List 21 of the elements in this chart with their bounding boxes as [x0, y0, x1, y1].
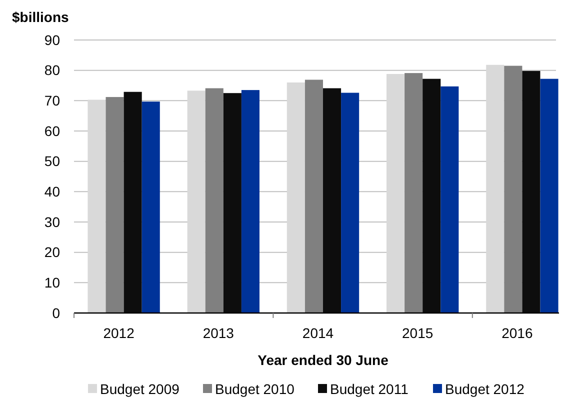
- y-tick-label: 40: [44, 184, 60, 200]
- x-tick-label: 2015: [402, 325, 434, 341]
- y-tick-label: 0: [52, 304, 60, 321]
- y-tick-label: 80: [44, 62, 60, 78]
- y-tick-label: 10: [44, 274, 60, 291]
- y-axis-title: $billions: [12, 9, 69, 25]
- x-tick-label: 2016: [502, 325, 533, 341]
- x-axis-title: Year ended 30 June: [258, 352, 389, 368]
- x-tick-label: 2013: [202, 325, 234, 341]
- y-tick-label: 60: [44, 122, 60, 139]
- y-tick-label: 30: [44, 214, 60, 230]
- y-tick-label: 90: [44, 32, 60, 48]
- legend-label: Budget 2011: [330, 381, 409, 397]
- x-tick-label: 2012: [103, 325, 135, 341]
- legend-label: Budget 2009: [100, 381, 180, 397]
- y-tick-label: 70: [44, 92, 60, 109]
- y-tick-label: 50: [44, 153, 60, 170]
- legend-label: Budget 2010: [215, 381, 295, 397]
- y-tick-label: 20: [44, 244, 60, 260]
- x-tick-label: 2014: [302, 325, 334, 341]
- legend-label: Budget 2012: [445, 381, 525, 397]
